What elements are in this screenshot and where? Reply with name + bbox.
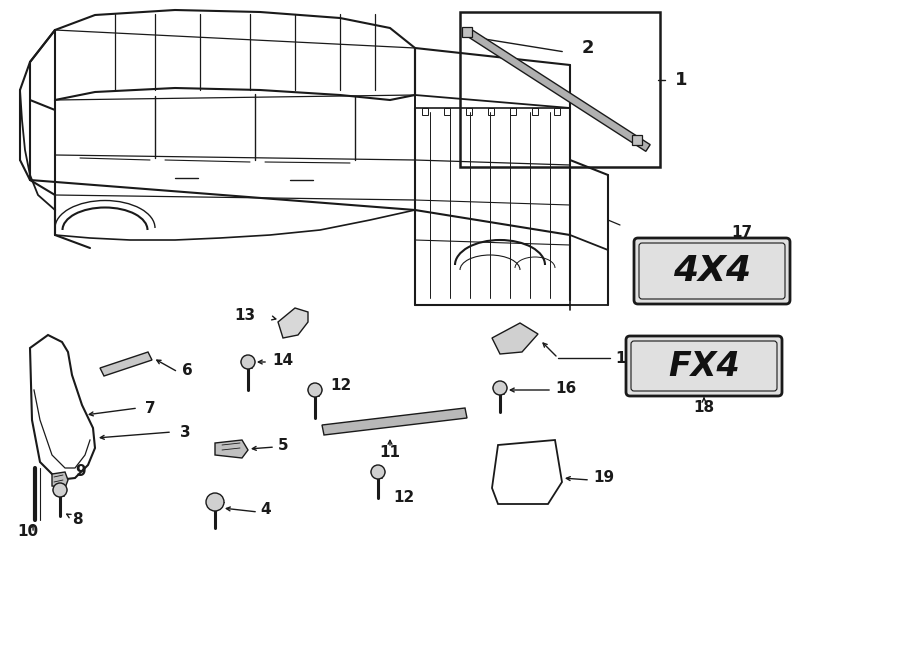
Text: 7: 7 (145, 401, 156, 416)
Text: 9: 9 (75, 465, 86, 479)
Text: 2: 2 (581, 39, 594, 57)
Polygon shape (215, 440, 248, 458)
Bar (422, 108, 428, 115)
Text: 19: 19 (593, 471, 614, 485)
Circle shape (53, 483, 67, 497)
Text: 5: 5 (278, 438, 289, 453)
Text: 11: 11 (380, 444, 400, 459)
Text: 13: 13 (234, 308, 255, 322)
Bar (554, 108, 560, 115)
FancyBboxPatch shape (634, 238, 790, 304)
Polygon shape (322, 408, 467, 435)
Polygon shape (52, 472, 68, 488)
Text: 15: 15 (615, 350, 636, 365)
Text: 1: 1 (675, 71, 688, 89)
Circle shape (241, 355, 255, 369)
Circle shape (308, 383, 322, 397)
Circle shape (206, 493, 224, 511)
Circle shape (493, 381, 507, 395)
Circle shape (371, 465, 385, 479)
Text: 8: 8 (72, 512, 83, 528)
Text: 3: 3 (180, 424, 190, 440)
Text: 12: 12 (393, 491, 414, 506)
Bar (444, 108, 450, 115)
Text: 12: 12 (330, 377, 351, 393)
Polygon shape (466, 28, 650, 152)
Text: 17: 17 (732, 224, 752, 240)
Bar (532, 108, 538, 115)
Text: FX4: FX4 (668, 350, 740, 383)
FancyBboxPatch shape (626, 336, 782, 396)
Polygon shape (462, 27, 472, 37)
Polygon shape (492, 323, 538, 354)
Text: 4X4: 4X4 (673, 254, 752, 288)
Text: 18: 18 (693, 399, 715, 414)
Text: 14: 14 (272, 352, 293, 367)
Text: 16: 16 (555, 381, 576, 395)
Text: 4: 4 (260, 502, 271, 518)
Text: 10: 10 (17, 524, 39, 540)
Bar (460, 12, 660, 167)
Bar (488, 108, 494, 115)
Text: 6: 6 (182, 363, 193, 377)
Polygon shape (278, 308, 308, 338)
Polygon shape (632, 135, 642, 145)
Bar (510, 108, 516, 115)
Polygon shape (100, 352, 152, 376)
Bar (466, 108, 472, 115)
